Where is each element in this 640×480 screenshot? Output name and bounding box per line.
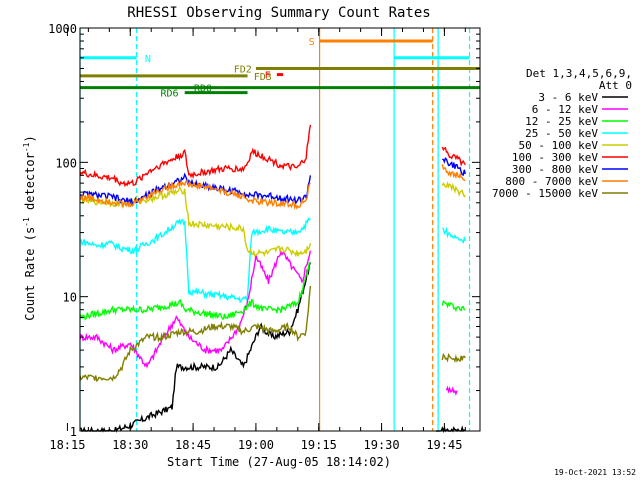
series-12-25-kev-line-late-0: [441, 299, 466, 312]
flag-label-fd2: FD2: [234, 64, 252, 75]
x-tick-label-75: 19:15: [301, 438, 337, 452]
series-25-50-kev-line: [79, 217, 311, 304]
series-50-100-kev-line: [79, 187, 312, 258]
legend-label-100-300-kev: 100 - 300 keV: [512, 151, 598, 164]
series-3-6-kev-line: [79, 262, 312, 433]
flag-label-n: N: [145, 54, 151, 65]
series-6-12-kev-line-late-0: [445, 385, 458, 396]
y-axis-label: Count Rate (s-1 detector-1): [22, 135, 37, 320]
x-tick-label-45: 18:45: [175, 438, 211, 452]
series-100-300-kev-line: [79, 124, 312, 188]
series-100-300-kev-line-late-0: [441, 146, 466, 167]
chart-title: RHESSI Observing Summary Count Rates: [127, 5, 430, 21]
legend-label-25-50-kev: 25 - 50 keV: [525, 127, 598, 140]
y-tick-label-100: 100: [55, 156, 77, 170]
legend-label-800-7000-kev: 800 - 7000 keV: [505, 175, 598, 188]
x-tick-label-105: 19:45: [426, 438, 462, 452]
flag-label-rd6: RD6: [160, 89, 178, 100]
series-50-100-kev-line-late-0: [441, 180, 466, 198]
y-tick-label-1: 1: [70, 425, 77, 439]
legend-label-12-25-kev: 12 - 25 keV: [525, 115, 598, 128]
axes-frame: 18:15 18:30 18:45 19:00 19:15 19:30 19:45 1 10 10…: [48, 22, 481, 452]
legend-header-line-1: Det 1,3,4,5,6,9,: [526, 67, 632, 80]
legend-label-300-800-kev: 300 - 800 keV: [512, 163, 598, 176]
series-12-25-kev-line: [79, 261, 311, 321]
legend-label-3-6-kev: 3 - 6 keV: [538, 91, 598, 104]
flag-label-s: S: [309, 37, 315, 48]
series-6-12-kev-line: [79, 250, 312, 369]
series-25-50-kev-line-late-0: [442, 226, 466, 245]
legend-label-7000-15000-kev: 7000 - 15000 keV: [492, 187, 598, 200]
flag-label-rd0: RD0: [194, 84, 212, 95]
x-axis-label: Start Time (27-Aug-05 18:14:02): [167, 455, 391, 469]
plot-border: [79, 27, 481, 432]
legend-label-6-12-kev: 6 - 12 keV: [532, 103, 599, 116]
legend-header-line-2: Att 0: [599, 79, 632, 92]
legend-label-50-100-kev: 50 - 100 keV: [519, 139, 599, 152]
y-tick-label-10: 10: [63, 291, 77, 305]
flag-label-f: F: [265, 71, 271, 82]
series-300-800-kev-line-late-0: [442, 157, 466, 176]
y-tick-label-1000: 1000: [48, 22, 77, 36]
series-800-7000-kev-line: [79, 180, 311, 211]
flag-label-fd3: FD3: [254, 72, 272, 83]
x-tick-label-90: 19:30: [364, 438, 400, 452]
x-tick-label-30: 18:30: [112, 438, 148, 452]
x-tick-label-60: 19:00: [238, 438, 274, 452]
series-7000-15000-kev-line: [79, 285, 312, 383]
x-tick-label-15: 18:15: [49, 438, 85, 452]
series-7000-15000-kev-line-late-0: [441, 352, 466, 363]
series-800-7000-kev-line-late-0: [441, 164, 466, 182]
footer-timestamp: 19-Oct-2021 13:52: [554, 468, 636, 477]
